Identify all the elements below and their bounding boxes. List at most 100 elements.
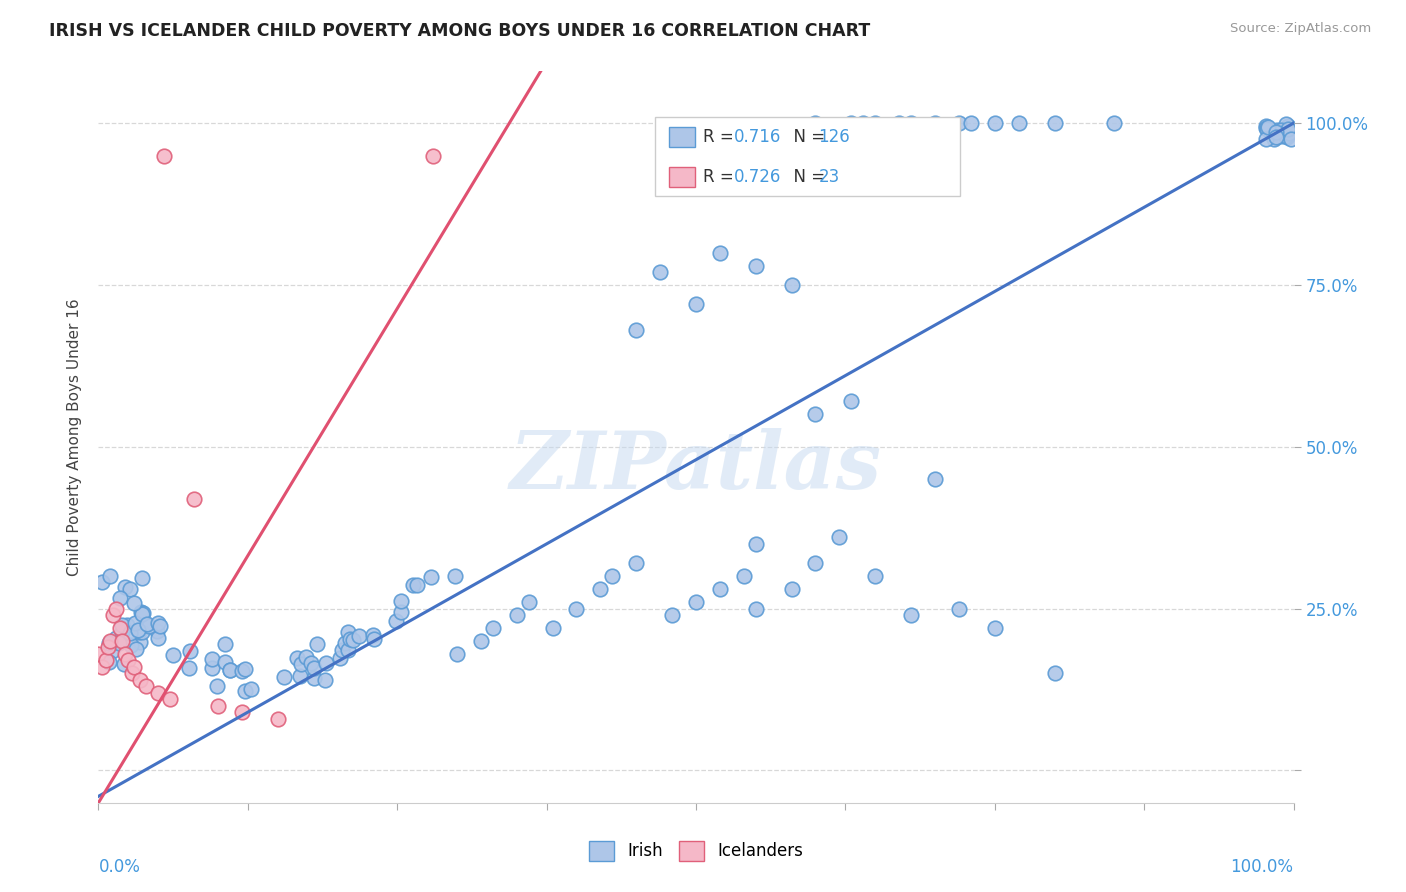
- Point: [105, 601, 128, 615]
- Point: [1043, 116, 1066, 130]
- Point: [363, 632, 385, 647]
- Point: [214, 655, 236, 669]
- Point: [108, 621, 131, 635]
- Text: 0.716: 0.716: [734, 128, 782, 146]
- Text: 0.0%: 0.0%: [98, 858, 141, 876]
- Point: [302, 661, 325, 675]
- Text: R =: R =: [703, 128, 740, 146]
- Point: [179, 644, 201, 658]
- Point: [128, 624, 150, 639]
- Point: [924, 472, 946, 486]
- Point: [111, 617, 134, 632]
- Y-axis label: Child Poverty Among Boys Under 16: Child Poverty Among Boys Under 16: [67, 298, 83, 576]
- Point: [201, 661, 224, 675]
- Point: [135, 616, 157, 631]
- Point: [98, 634, 122, 648]
- Point: [709, 245, 731, 260]
- Point: [626, 557, 648, 571]
- Point: [804, 557, 827, 571]
- Point: [745, 259, 768, 273]
- Point: [1265, 123, 1288, 137]
- Point: [179, 661, 201, 675]
- Point: [419, 570, 441, 584]
- Point: [1008, 116, 1031, 130]
- Text: R =: R =: [703, 168, 740, 186]
- Point: [745, 537, 768, 551]
- Point: [231, 705, 253, 719]
- Text: Source: ZipAtlas.com: Source: ZipAtlas.com: [1230, 22, 1371, 36]
- Point: [120, 582, 142, 597]
- Point: [361, 628, 384, 642]
- Point: [153, 148, 176, 162]
- Point: [841, 394, 863, 409]
- Point: [87, 647, 110, 661]
- Point: [111, 625, 134, 640]
- Point: [1264, 125, 1286, 139]
- Point: [389, 605, 412, 619]
- Point: [122, 596, 145, 610]
- Point: [97, 635, 120, 649]
- Text: ZIPatlas: ZIPatlas: [510, 427, 882, 505]
- Point: [389, 594, 412, 608]
- Point: [218, 664, 240, 678]
- Point: [852, 116, 875, 130]
- Point: [129, 673, 152, 687]
- Point: [131, 607, 153, 621]
- Point: [1263, 132, 1285, 146]
- Point: [159, 692, 181, 706]
- Point: [330, 643, 353, 657]
- Point: [948, 601, 970, 615]
- Point: [214, 637, 236, 651]
- Point: [288, 669, 311, 683]
- Point: [302, 671, 325, 685]
- Point: [1256, 122, 1278, 136]
- Point: [865, 116, 887, 130]
- Point: [889, 116, 911, 130]
- Point: [565, 601, 588, 615]
- Point: [1256, 119, 1278, 133]
- Point: [444, 569, 467, 583]
- Point: [91, 660, 114, 674]
- Point: [446, 647, 468, 661]
- Point: [148, 686, 170, 700]
- Point: [183, 491, 205, 506]
- Point: [1277, 121, 1299, 136]
- Text: 100.0%: 100.0%: [1230, 858, 1294, 876]
- Point: [117, 653, 139, 667]
- Point: [135, 679, 157, 693]
- Point: [984, 116, 1007, 130]
- Point: [865, 569, 887, 583]
- Point: [1254, 120, 1277, 135]
- Text: 23: 23: [818, 168, 839, 186]
- Text: IRISH VS ICELANDER CHILD POVERTY AMONG BOYS UNDER 16 CORRELATION CHART: IRISH VS ICELANDER CHILD POVERTY AMONG B…: [49, 22, 870, 40]
- Point: [948, 116, 970, 130]
- Point: [804, 408, 827, 422]
- Point: [120, 626, 142, 640]
- Point: [101, 644, 124, 658]
- Point: [315, 656, 337, 670]
- Text: 126: 126: [818, 128, 851, 146]
- Point: [337, 625, 360, 640]
- Point: [422, 148, 444, 162]
- Point: [481, 621, 505, 635]
- Point: [337, 643, 360, 657]
- Point: [384, 614, 406, 628]
- Point: [148, 631, 170, 645]
- Point: [273, 670, 295, 684]
- Point: [984, 621, 1007, 635]
- Point: [626, 323, 648, 337]
- Point: [602, 569, 624, 583]
- Point: [333, 635, 356, 649]
- Point: [115, 618, 138, 632]
- Point: [1275, 128, 1298, 143]
- Point: [541, 621, 564, 635]
- Point: [129, 635, 152, 649]
- Point: [111, 634, 134, 648]
- Point: [127, 623, 149, 637]
- Point: [506, 608, 529, 623]
- Point: [219, 663, 242, 677]
- Point: [233, 662, 256, 676]
- Point: [709, 582, 731, 597]
- Point: [104, 631, 127, 645]
- Point: [295, 650, 318, 665]
